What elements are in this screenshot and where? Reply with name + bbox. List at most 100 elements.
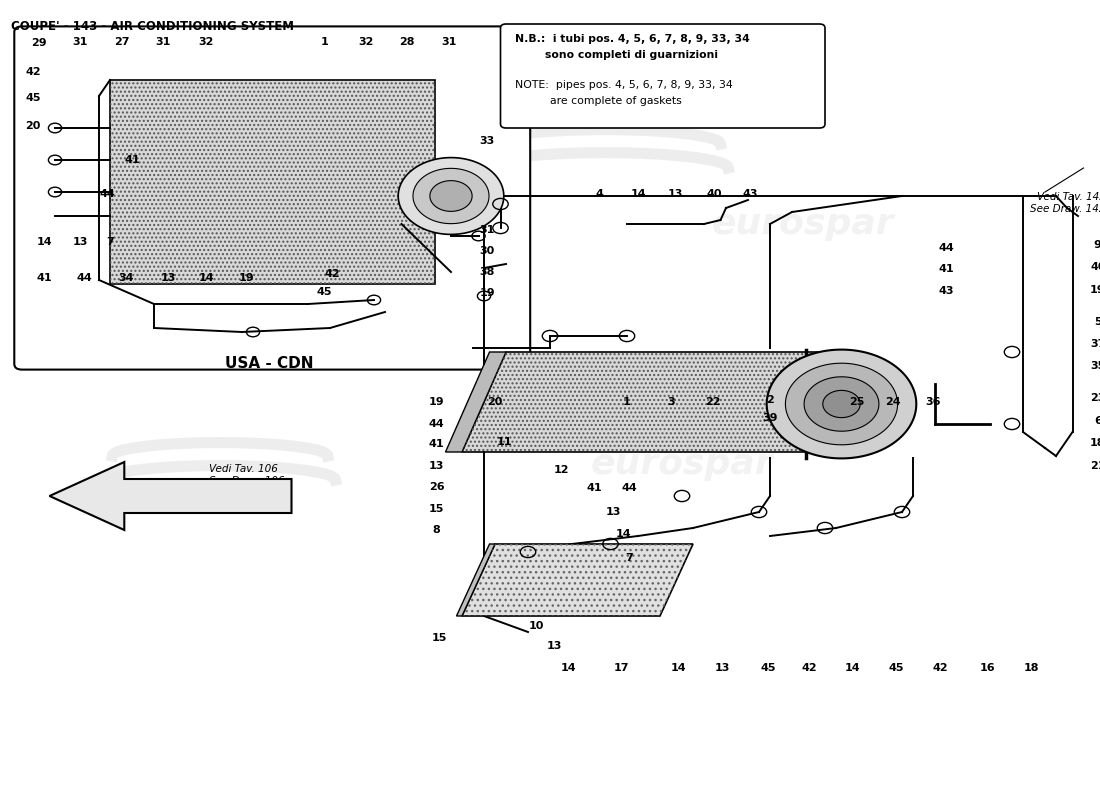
Text: 13: 13	[715, 663, 730, 673]
Text: 8: 8	[432, 526, 441, 535]
Text: 5: 5	[1094, 317, 1100, 326]
Text: eurospar: eurospar	[250, 207, 432, 241]
Polygon shape	[456, 544, 495, 616]
Polygon shape	[767, 350, 916, 458]
Text: 44: 44	[77, 273, 92, 282]
Text: 31: 31	[480, 226, 495, 235]
Polygon shape	[462, 352, 864, 452]
Text: 20: 20	[487, 397, 503, 406]
Polygon shape	[446, 352, 506, 452]
Text: 14: 14	[616, 530, 631, 539]
Polygon shape	[412, 168, 490, 224]
Text: 18: 18	[1024, 663, 1040, 673]
Text: 41: 41	[586, 483, 602, 493]
Text: 45: 45	[889, 663, 904, 673]
Text: 15: 15	[429, 504, 444, 514]
Text: are complete of gaskets: are complete of gaskets	[515, 96, 682, 106]
Text: 42: 42	[802, 663, 817, 673]
Text: eurospar: eurospar	[591, 447, 773, 481]
Text: 44: 44	[938, 243, 954, 253]
Text: 44: 44	[621, 483, 637, 493]
Text: 18: 18	[1090, 438, 1100, 448]
Text: 33: 33	[480, 136, 495, 146]
Text: 19: 19	[1090, 285, 1100, 294]
Text: 19: 19	[429, 397, 444, 406]
Text: 42: 42	[25, 67, 41, 77]
Text: Vedi Tav. 142
See Draw. 142: Vedi Tav. 142 See Draw. 142	[1030, 192, 1100, 214]
Text: 44: 44	[429, 419, 444, 429]
Text: 32: 32	[198, 37, 213, 46]
Polygon shape	[50, 462, 292, 530]
Text: 29: 29	[31, 38, 46, 48]
Text: 13: 13	[429, 461, 444, 470]
Polygon shape	[804, 377, 879, 431]
Polygon shape	[785, 363, 898, 445]
Text: 24: 24	[886, 397, 901, 406]
Text: 7: 7	[106, 237, 114, 246]
Polygon shape	[462, 544, 693, 616]
Text: 14: 14	[845, 663, 860, 673]
Bar	[110, 80, 435, 284]
Text: N.B.:  i tubi pos. 4, 5, 6, 7, 8, 9, 33, 34: N.B.: i tubi pos. 4, 5, 6, 7, 8, 9, 33, …	[515, 34, 749, 44]
Text: NOTE:  pipes pos. 4, 5, 6, 7, 8, 9, 33, 34: NOTE: pipes pos. 4, 5, 6, 7, 8, 9, 33, 3…	[515, 80, 733, 90]
Text: 6: 6	[1093, 416, 1100, 426]
Text: 43: 43	[938, 286, 954, 296]
Text: 9: 9	[1093, 240, 1100, 250]
Text: eurospar: eurospar	[712, 207, 894, 241]
Text: 13: 13	[668, 189, 683, 198]
Text: 13: 13	[547, 642, 562, 651]
Text: 41: 41	[124, 155, 140, 165]
Text: 3: 3	[668, 397, 674, 406]
Text: 14: 14	[199, 273, 214, 282]
Text: 2: 2	[766, 395, 774, 405]
Text: 19: 19	[480, 288, 495, 298]
Text: 15: 15	[431, 634, 447, 643]
FancyBboxPatch shape	[500, 24, 825, 128]
Text: 45: 45	[25, 93, 41, 102]
Text: 39: 39	[762, 413, 778, 422]
Text: 35: 35	[1090, 362, 1100, 371]
Text: 40: 40	[1090, 262, 1100, 272]
Text: 14: 14	[36, 237, 52, 246]
Polygon shape	[823, 390, 860, 418]
Text: 41: 41	[429, 439, 444, 449]
Polygon shape	[398, 158, 504, 234]
Text: 34: 34	[119, 273, 134, 282]
Text: 19: 19	[239, 273, 254, 282]
Text: 28: 28	[399, 37, 415, 46]
Text: 30: 30	[480, 246, 495, 256]
Text: 45: 45	[317, 287, 332, 297]
Text: 13: 13	[161, 273, 176, 282]
Text: 31: 31	[441, 37, 456, 46]
Text: Vedi Tav. 106
See Draw. 106: Vedi Tav. 106 See Draw. 106	[209, 464, 285, 486]
Polygon shape	[430, 181, 472, 211]
Text: 32: 32	[359, 37, 374, 46]
Text: 41: 41	[36, 273, 52, 282]
Text: 14: 14	[561, 663, 576, 673]
Text: 22: 22	[705, 397, 720, 406]
FancyBboxPatch shape	[14, 26, 530, 370]
Text: 40: 40	[706, 189, 722, 198]
Text: 45: 45	[760, 663, 775, 673]
Text: 31: 31	[73, 37, 88, 46]
Text: 13: 13	[606, 507, 621, 517]
Text: 16: 16	[980, 663, 996, 673]
Text: 11: 11	[497, 437, 513, 446]
Text: 21: 21	[1090, 461, 1100, 470]
Text: 1: 1	[320, 37, 329, 46]
Text: USA - CDN: USA - CDN	[226, 357, 314, 371]
Text: 44: 44	[100, 189, 116, 198]
Text: 27: 27	[114, 37, 130, 46]
Text: 14: 14	[630, 189, 646, 198]
Text: 43: 43	[742, 189, 758, 198]
Text: 37: 37	[1090, 339, 1100, 349]
Text: 10: 10	[529, 621, 544, 630]
Text: 17: 17	[614, 663, 629, 673]
Text: 7: 7	[625, 553, 634, 562]
Text: 1: 1	[623, 397, 631, 406]
Text: sono completi di guarnizioni: sono completi di guarnizioni	[515, 50, 718, 61]
Text: 31: 31	[155, 37, 170, 46]
Text: 42: 42	[324, 269, 340, 278]
Text: 38: 38	[480, 267, 495, 277]
Text: 12: 12	[553, 465, 569, 474]
